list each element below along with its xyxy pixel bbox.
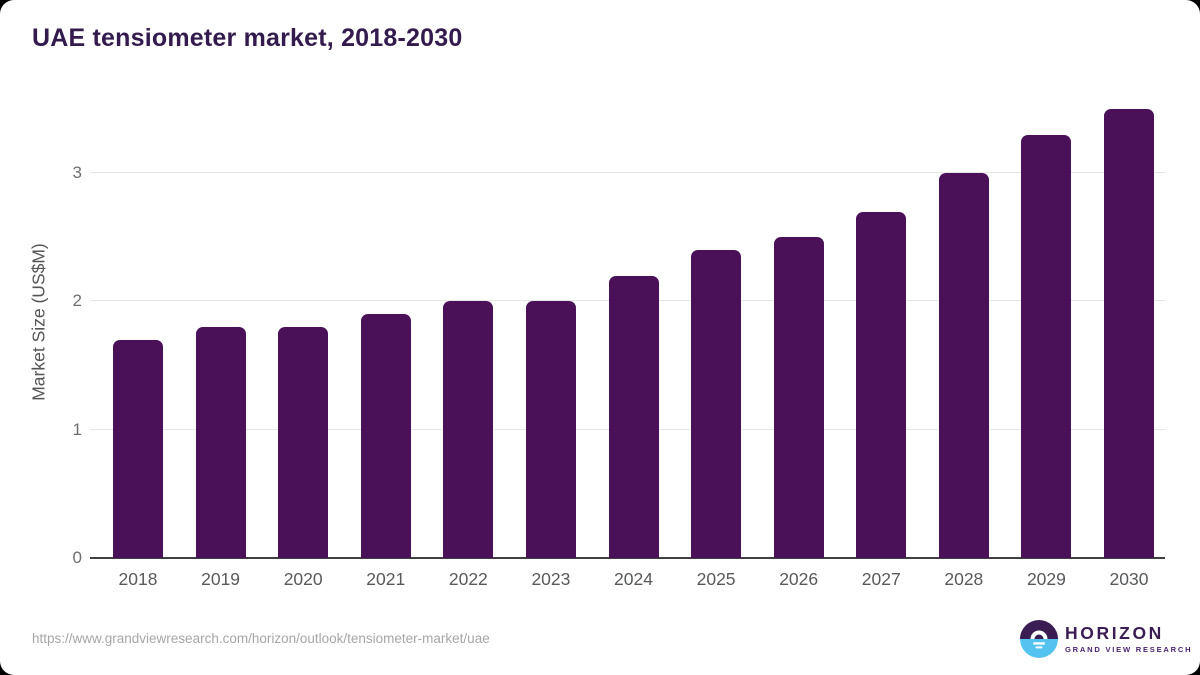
source-url: https://www.grandviewresearch.com/horizo…: [32, 631, 490, 646]
y-tick-label-3: 3: [72, 163, 82, 183]
bar-2018: [113, 339, 163, 558]
x-axis-line: [90, 557, 1165, 559]
gridline-3: [90, 172, 1165, 174]
y-tick-label-2: 2: [72, 291, 82, 311]
y-tick-label-1: 1: [72, 419, 82, 439]
x-tick-label-2020: 2020: [283, 569, 323, 589]
x-tick-label-2027: 2027: [861, 569, 901, 589]
horizon-logo: HORIZON GRAND VIEW RESEARCH: [1020, 620, 1192, 658]
logo-brand: HORIZON: [1065, 622, 1164, 643]
bar-2022: [443, 301, 494, 558]
bar-2029: [1021, 134, 1072, 558]
logo-text-block: HORIZON GRAND VIEW RESEARCH: [1065, 622, 1193, 654]
x-tick-label-2028: 2028: [944, 569, 984, 589]
x-tick-label-2022: 2022: [448, 569, 488, 589]
bar-2026: [773, 237, 824, 558]
bar-2020: [278, 327, 329, 558]
x-tick-label-2023: 2023: [531, 569, 571, 589]
y-axis-title: Market Size (US$M): [28, 243, 49, 401]
x-tick-label-2024: 2024: [614, 569, 653, 589]
x-tick-label-2018: 2018: [118, 569, 158, 589]
bar-2019: [195, 327, 246, 558]
plot-area: [90, 108, 1165, 559]
x-tick-label-2029: 2029: [1026, 569, 1066, 589]
bar-2024: [608, 275, 659, 558]
y-tick-label-0: 0: [72, 548, 82, 567]
chart-title: UAE tensiometer market, 2018-2030: [32, 24, 463, 52]
bar-2028: [938, 173, 989, 558]
x-tick-label-2025: 2025: [696, 569, 736, 589]
x-tick-label-2026: 2026: [779, 569, 819, 589]
x-tick-label-2019: 2019: [201, 569, 241, 589]
bar-2027: [856, 211, 907, 558]
bar-2025: [691, 250, 742, 558]
x-tick-label-2030: 2030: [1109, 569, 1149, 589]
logo-subbrand: GRAND VIEW RESEARCH: [1065, 644, 1193, 654]
bar-2021: [360, 314, 411, 558]
x-tick-label-2021: 2021: [366, 569, 406, 589]
bar-2023: [525, 301, 576, 558]
horizon-sun-icon: [1020, 620, 1058, 658]
bar-2030: [1104, 108, 1154, 558]
